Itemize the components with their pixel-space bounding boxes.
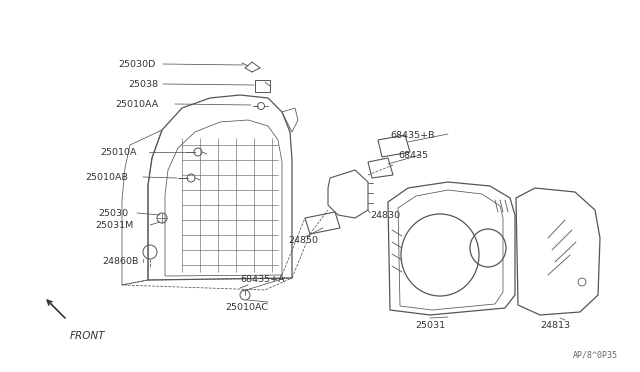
Text: 24830: 24830 — [370, 211, 400, 219]
Text: 24850: 24850 — [288, 235, 318, 244]
Text: 24860B: 24860B — [102, 257, 138, 266]
Text: 25031: 25031 — [415, 321, 445, 330]
Text: 68435: 68435 — [398, 151, 428, 160]
Text: 25010AB: 25010AB — [85, 173, 128, 182]
Text: 25010A: 25010A — [100, 148, 136, 157]
Text: 25010AA: 25010AA — [115, 99, 158, 109]
Text: 68435+B: 68435+B — [390, 131, 435, 140]
Text: 68435+A: 68435+A — [240, 276, 285, 285]
Text: 25010AC: 25010AC — [225, 304, 268, 312]
Text: 25031M: 25031M — [95, 221, 133, 230]
Text: 25038: 25038 — [128, 80, 158, 89]
Text: AP/8^0P35: AP/8^0P35 — [573, 351, 618, 360]
Text: FRONT: FRONT — [70, 331, 106, 341]
Text: 25030: 25030 — [98, 208, 128, 218]
Text: 25030D: 25030D — [118, 60, 156, 68]
Text: 24813: 24813 — [540, 321, 570, 330]
